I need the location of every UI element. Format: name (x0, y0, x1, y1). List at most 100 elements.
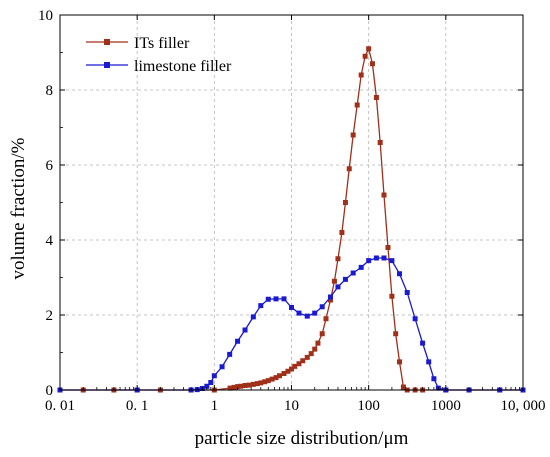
data-point (346, 166, 352, 172)
data-point (315, 340, 321, 346)
data-point (358, 264, 364, 270)
data-point (373, 255, 379, 261)
x-tick-label: 10, 000 (501, 398, 546, 414)
data-point (242, 327, 248, 333)
data-point (289, 305, 294, 310)
data-point (397, 359, 403, 365)
data-point (300, 358, 306, 364)
data-point (335, 284, 341, 290)
data-point (350, 270, 356, 276)
data-point (238, 383, 244, 389)
data-point (389, 293, 395, 299)
data-point (242, 383, 248, 388)
data-point (285, 368, 291, 374)
y-axis-title: volume fraction/% (8, 137, 29, 279)
x-tick-label: 0. 1 (126, 398, 149, 414)
legend-marker-its-filler (104, 39, 110, 45)
x-tick-label: 100 (357, 398, 380, 414)
x-tick-label: 1000 (431, 398, 461, 414)
data-point (377, 140, 383, 145)
data-point (265, 296, 271, 302)
data-point (250, 314, 256, 320)
data-point (219, 364, 225, 370)
data-point (227, 385, 233, 391)
data-point (327, 294, 333, 300)
data-point (354, 102, 360, 108)
data-point (331, 278, 337, 284)
x-tick-label: 1 (211, 398, 219, 414)
data-point (231, 384, 237, 390)
data-point (319, 331, 325, 337)
data-point (258, 303, 264, 309)
data-point (269, 376, 275, 382)
data-point (204, 383, 210, 389)
data-point (208, 380, 214, 385)
data-point (250, 381, 256, 387)
data-point (262, 379, 268, 385)
axis-ticks: 0. 01 0. 1 1 10 100 1000 10, 000 0 2 4 6 8 10 (38, 8, 546, 414)
data-point (319, 304, 325, 310)
legend-label-its-filler: ITs filler (134, 35, 190, 52)
data-point (323, 316, 329, 322)
y-tick-label: 4 (46, 233, 54, 249)
data-point (235, 384, 241, 390)
data-point (281, 371, 287, 376)
data-point (412, 316, 418, 322)
data-point (385, 245, 391, 250)
data-point (350, 132, 356, 138)
data-point (235, 338, 241, 344)
data-point (227, 351, 233, 357)
data-point (327, 297, 333, 303)
data-point (289, 366, 294, 372)
data-point (273, 375, 279, 381)
data-point (211, 373, 217, 379)
data-point (265, 378, 271, 384)
data-point (308, 351, 314, 357)
data-point (366, 258, 372, 264)
data-point (254, 381, 260, 387)
data-point (342, 276, 348, 282)
data-point (373, 95, 379, 100)
data-point (246, 382, 252, 388)
legend: ITs filler limestone filler (86, 35, 232, 75)
data-point (273, 296, 279, 302)
data-point (296, 310, 302, 316)
x-tick-label: 0. 01 (45, 398, 75, 414)
data-point (358, 72, 364, 78)
data-point (400, 384, 406, 390)
y-tick-label: 0 (46, 383, 54, 399)
x-tick-label: 10 (284, 398, 299, 414)
data-point (339, 230, 345, 235)
data-point (381, 255, 387, 261)
data-point (296, 361, 302, 367)
data-point (342, 200, 348, 205)
data-point (381, 192, 387, 198)
data-point (420, 340, 426, 346)
data-point (397, 271, 403, 277)
y-tick-label: 10 (38, 8, 53, 24)
y-tick-label: 8 (46, 83, 54, 99)
data-point (362, 53, 368, 59)
data-point (404, 290, 410, 295)
data-point (431, 376, 437, 382)
data-point (277, 373, 283, 379)
data-point (312, 346, 318, 352)
data-point (304, 354, 310, 360)
grid-lines (60, 15, 523, 390)
y-tick-label: 6 (46, 158, 54, 174)
data-point (393, 331, 399, 337)
data-point (369, 61, 375, 67)
data-point (335, 256, 341, 262)
data-point (281, 296, 287, 302)
x-axis-title: particle size distribution/μm (195, 428, 409, 449)
data-point (304, 313, 310, 319)
y-tick-label: 2 (46, 308, 54, 324)
data-point (366, 46, 372, 52)
series-its-filler (57, 46, 526, 393)
legend-marker-limestone-filler (104, 62, 110, 68)
series-layer (57, 46, 526, 393)
legend-label-limestone-filler: limestone filler (134, 58, 232, 75)
data-point (258, 380, 264, 386)
data-point (426, 359, 432, 365)
